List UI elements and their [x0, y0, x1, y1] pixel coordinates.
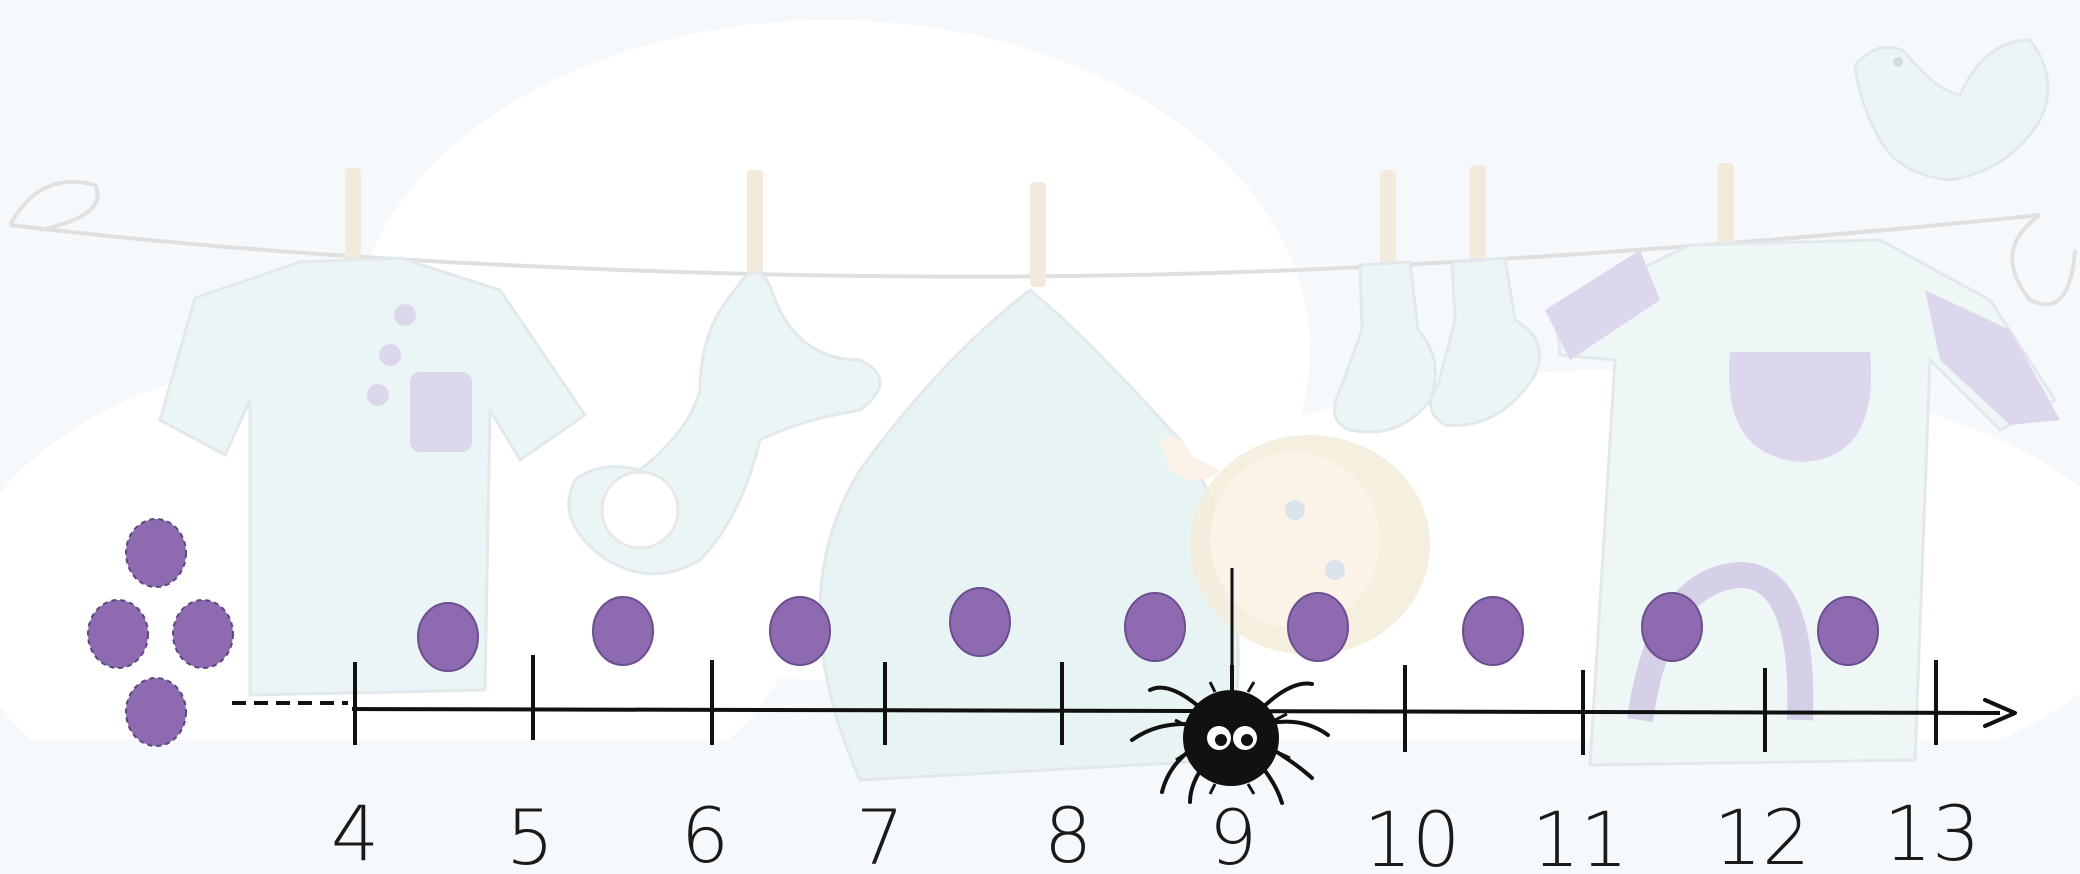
- counter-dot[interactable]: [592, 596, 654, 666]
- counter-dot: [125, 518, 187, 588]
- counter-dot[interactable]: [1124, 592, 1186, 662]
- spider-marker[interactable]: [1130, 568, 1330, 805]
- baby-bundle-illustration: [818, 288, 1240, 782]
- tick-label: 10: [1364, 795, 1461, 874]
- counter-dot[interactable]: [417, 602, 479, 672]
- arrow-head-icon: [1983, 698, 2017, 728]
- counter-dot[interactable]: [769, 596, 831, 666]
- counter-dot[interactable]: [1641, 592, 1703, 662]
- tick-label: 5: [506, 793, 554, 874]
- number-line-axis: [351, 707, 2001, 715]
- counter-dot[interactable]: [949, 587, 1011, 657]
- shirt-illustration: [158, 256, 588, 697]
- counter-dot[interactable]: [1287, 592, 1349, 662]
- number-line: [232, 698, 2017, 728]
- counter-dot: [125, 677, 187, 747]
- counter-group: [87, 518, 234, 747]
- tick-label: 8: [1044, 791, 1092, 874]
- tick-label: 7: [856, 793, 904, 874]
- tick-label: 4: [331, 789, 379, 874]
- counter-dot: [172, 599, 234, 669]
- bird-illustration: [1853, 38, 2050, 182]
- tick-labels: 4 5 6 7 8 9 10 11 12 13: [331, 789, 1981, 874]
- sock-illustration: [1332, 260, 1437, 434]
- counter-dot: [87, 599, 149, 669]
- counter-dot[interactable]: [1817, 596, 1879, 666]
- tick-label: 6: [681, 791, 729, 874]
- tick-label: 11: [1532, 795, 1629, 874]
- tick-label: 13: [1884, 789, 1981, 874]
- counter-dot[interactable]: [1462, 596, 1524, 666]
- tick-label: 9: [1209, 793, 1257, 874]
- hop-counters[interactable]: [417, 587, 1879, 672]
- spider-eyes-icon: [1207, 726, 1257, 750]
- tick-label: 12: [1714, 793, 1811, 874]
- tick-marks: [353, 655, 1938, 755]
